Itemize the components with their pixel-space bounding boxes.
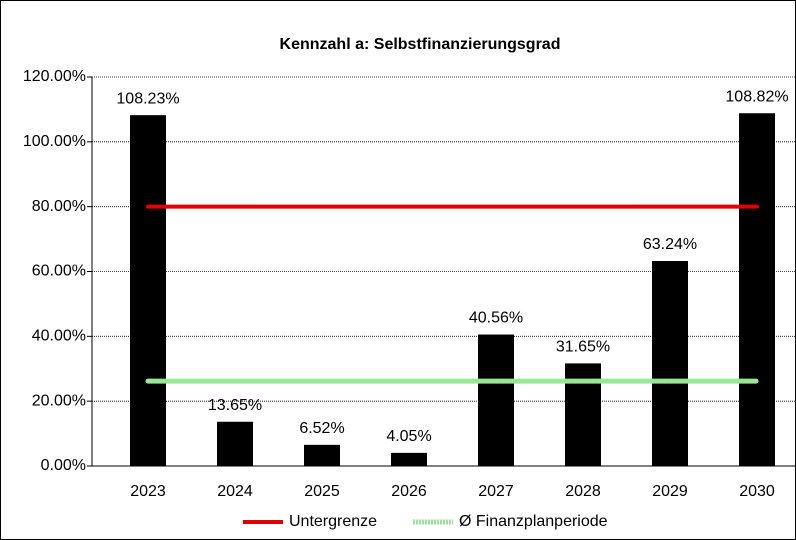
y-tick-label: 40.00%	[32, 328, 86, 345]
data-label: 13.65%	[208, 397, 262, 414]
x-tick-label: 2024	[217, 483, 253, 500]
data-label: 40.56%	[469, 310, 523, 327]
bar	[217, 421, 253, 466]
data-label: 31.65%	[556, 339, 610, 356]
data-label: 108.82%	[725, 88, 788, 105]
x-tick-label: 2029	[652, 483, 688, 500]
bar	[304, 444, 340, 466]
bar	[739, 113, 775, 467]
data-label: 4.05%	[386, 428, 431, 445]
chart-title: Kennzahl a: Selbstfinanzierungsgrad	[280, 36, 561, 53]
y-tick-label: 80.00%	[32, 198, 86, 215]
y-tick-label: 100.00%	[23, 133, 86, 150]
y-tick-label: 0.00%	[41, 457, 86, 474]
legend-label: Untergrenze	[289, 513, 377, 530]
legend-label: Ø Finanzplanperiode	[459, 513, 608, 530]
data-label: 108.23%	[116, 90, 179, 107]
y-tick-label: 60.00%	[32, 263, 86, 280]
data-label: 6.52%	[299, 420, 344, 437]
y-tick-label: 20.00%	[32, 392, 86, 409]
x-tick-label: 2030	[739, 483, 775, 500]
x-tick-label: 2023	[130, 483, 166, 500]
x-tick-label: 2028	[565, 483, 601, 500]
bar	[130, 115, 166, 466]
bar	[478, 334, 514, 466]
x-tick-label: 2026	[391, 483, 427, 500]
data-label: 63.24%	[643, 236, 697, 253]
bar	[391, 452, 427, 466]
x-tick-label: 2027	[478, 483, 514, 500]
x-tick-label: 2025	[304, 483, 340, 500]
y-tick-label: 120.00%	[23, 68, 86, 85]
bar	[652, 260, 688, 466]
